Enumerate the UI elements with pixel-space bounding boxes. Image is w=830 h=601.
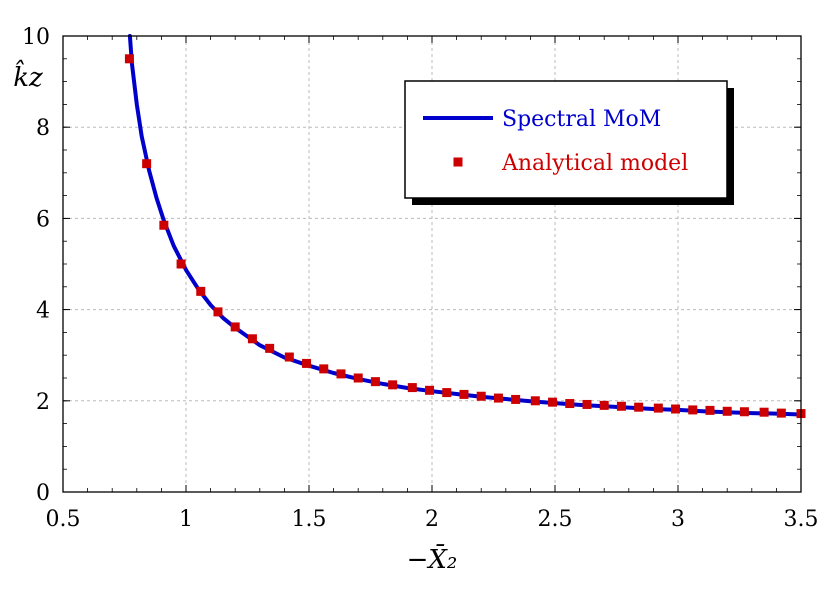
analytical-model-point	[442, 388, 452, 398]
y-axis-label: k̂z	[13, 59, 43, 93]
analytical-model-point	[530, 396, 540, 406]
y-tick-label: 4	[36, 299, 50, 324]
analytical-model-point	[476, 391, 486, 401]
x-tick-label: 3.5	[784, 507, 819, 532]
series-analytical-model	[124, 54, 806, 419]
analytical-model-point	[653, 403, 663, 413]
analytical-model-point	[582, 399, 592, 409]
analytical-model-point	[459, 389, 469, 399]
analytical-model-point	[425, 385, 435, 395]
plot-frame	[62, 35, 802, 493]
analytical-model-point	[124, 54, 134, 64]
legend-box	[404, 80, 728, 199]
analytical-model-point	[370, 377, 380, 387]
y-tick-label: 0	[36, 481, 50, 506]
analytical-model-point	[511, 394, 521, 404]
analytical-model-point	[196, 286, 206, 296]
analytical-model-point	[671, 404, 681, 414]
analytical-model-point	[722, 406, 732, 416]
analytical-model-point	[599, 400, 609, 410]
analytical-model-point	[634, 402, 644, 412]
analytical-model-point	[759, 407, 769, 417]
x-tick-label: 2	[425, 507, 439, 532]
legend: Spectral MoM Analytical model	[404, 80, 734, 205]
analytical-model-point	[230, 322, 240, 332]
y-tick-label: 10	[22, 25, 50, 50]
analytical-model-point	[284, 352, 294, 362]
y-tick-label: 8	[36, 116, 50, 141]
analytical-model-point	[142, 159, 152, 169]
legend-marker-swatch	[453, 157, 463, 167]
analytical-model-point	[353, 373, 363, 383]
analytical-model-point	[265, 343, 275, 353]
analytical-model-point	[247, 334, 257, 344]
x-tick-label: 2.5	[538, 507, 573, 532]
analytical-model-point	[616, 401, 626, 411]
analytical-model-point	[176, 259, 186, 269]
analytical-model-point	[493, 393, 503, 403]
analytical-model-point	[705, 405, 715, 415]
analytical-model-point	[776, 408, 786, 418]
analytical-model-point	[688, 405, 698, 415]
y-tick-label: 6	[36, 207, 50, 232]
legend-label-spectral-mom: Spectral MoM	[502, 107, 661, 132]
grid	[63, 36, 801, 492]
x-tick-label: 3	[671, 507, 685, 532]
analytical-model-point	[565, 399, 575, 409]
analytical-model-point	[159, 220, 169, 230]
analytical-model-point	[319, 364, 329, 374]
analytical-model-point	[739, 407, 749, 417]
x-tick-label: 1	[179, 507, 193, 532]
x-tick-label: 1.5	[292, 507, 327, 532]
analytical-model-point	[336, 369, 346, 379]
x-tick-label: 0.5	[46, 507, 81, 532]
analytical-model-point	[407, 383, 417, 393]
analytical-model-point	[388, 380, 398, 390]
legend-label-analytical-model: Analytical model	[501, 151, 688, 176]
x-axis-label: −X̄₂	[407, 543, 458, 575]
y-tick-label: 2	[36, 390, 50, 415]
tick-labels: 0.5 1 1.5 2 2.5 3 3.5 0 2 4 6 8 10	[22, 25, 819, 532]
analytical-model-point	[548, 397, 558, 407]
analytical-model-point	[302, 358, 312, 368]
analytical-model-point	[213, 307, 223, 317]
